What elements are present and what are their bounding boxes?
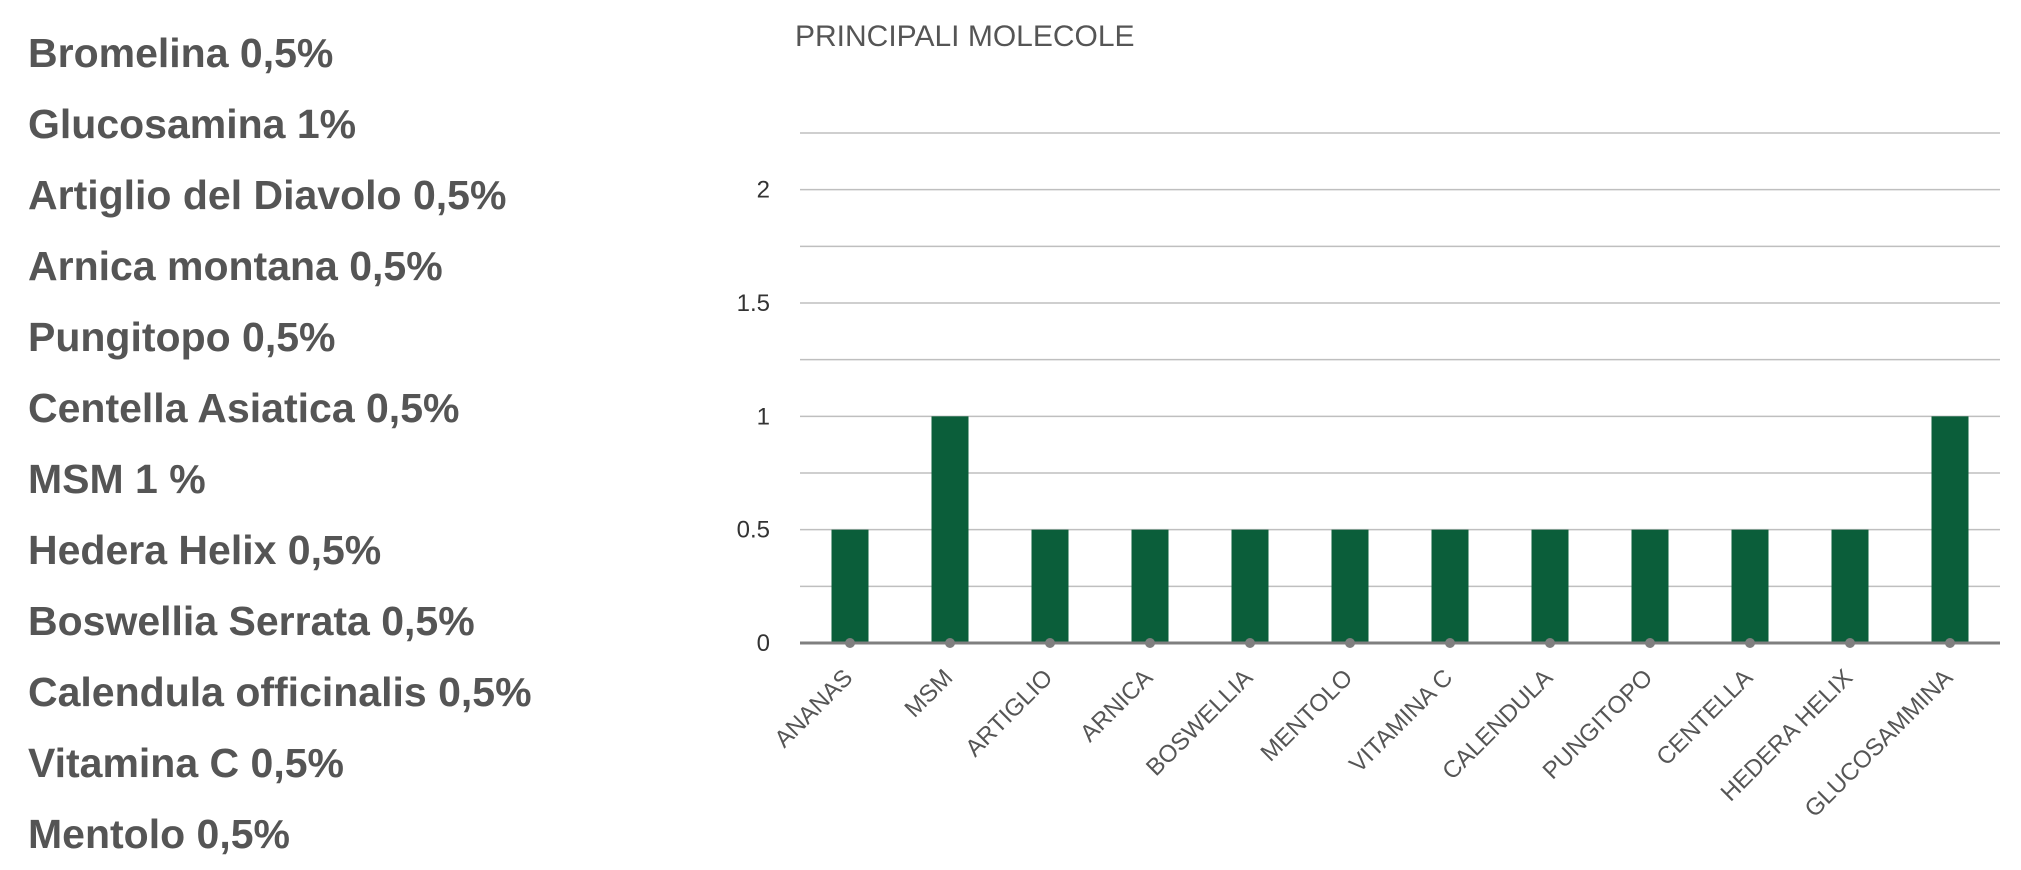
bar-chart: PRINCIPALI MOLECOLE 00.511.52 ANANAS MSM A… [737,20,2000,823]
x-axis-labels: ANANAS MSM ARTIGLIO ARNICABOSWELLIAMENTOLOV… [769,664,1958,823]
y-tick-label: 0.5 [737,517,770,544]
axis-marker [1245,638,1255,648]
ingredient-item: Arnica montana 0,5% [28,243,443,289]
axis-marker [945,638,955,648]
bar-series [831,416,1969,643]
ingredient-item: Hedera Helix 0,5% [28,527,382,573]
axis-marker [1345,638,1355,648]
axis-marker [1045,638,1055,648]
ingredient-item: Calendula officinalis 0,5% [28,669,532,715]
bar-glucosammina [1931,416,1969,643]
x-tick-label: ARNICA [1075,664,1158,747]
y-tick-label: 0 [757,630,770,657]
bar-vitamina-c [1431,529,1469,643]
ingredient-item: Centella Asiatica 0,5% [28,385,460,431]
y-tick-label: 1.5 [737,290,770,317]
x-tick-label: BOSWELLIA [1141,664,1258,781]
axis-marker [1845,638,1855,648]
ingredient-list: Bromelina 0,5% Glucosamina 1% Artiglio del… [28,18,532,870]
ingredient-item: Boswellia Serrata 0,5% [28,598,475,644]
axis-marker [1145,638,1155,648]
ingredient-item: Bromelina 0,5% [28,30,334,76]
axis-marker [1745,638,1755,648]
bar-ananas [831,529,869,643]
y-tick-label: 1 [757,403,770,430]
ingredient-item: Artiglio del Diavolo 0,5% [28,172,507,218]
bar-msm [931,416,969,643]
chart-gridlines [800,132,2000,588]
ingredient-item: Pungitopo 0,5% [28,314,336,360]
ingredient-item: Glucosamina 1% [28,101,357,147]
ingredient-item: Mentolo 0,5% [28,811,290,857]
ingredient-item: MSM 1 % [28,456,206,502]
x-tick-label: MENTOLO [1256,664,1359,767]
bar-hedera-helix [1831,529,1869,643]
bar-mentolo [1331,529,1369,643]
axis-marker [1545,638,1555,648]
chart-title: PRINCIPALI MOLECOLE [795,20,1135,53]
axis-marker [1445,638,1455,648]
x-tick-label: CENTELLA [1651,664,1758,771]
y-tick-label: 2 [757,177,770,204]
axis-marker [1945,638,1955,648]
x-tick-label: ARTIGLIO [960,664,1058,762]
bar-artiglio [1031,529,1069,643]
x-tick-label: MSM [900,664,959,723]
x-tick-label: ANANAS [769,664,858,753]
bar-arnica [1131,529,1169,643]
ingredient-item: Vitamina C 0,5% [28,740,344,786]
y-axis-labels: 0 0.5 1 1.5 2 [737,177,770,657]
axis-markers [845,638,1955,648]
bar-calendula [1531,529,1569,643]
bar-boswellia [1231,529,1269,643]
bar-pungitopo [1631,529,1669,643]
axis-marker [845,638,855,648]
axis-marker [1645,638,1655,648]
bar-centella [1731,529,1769,643]
